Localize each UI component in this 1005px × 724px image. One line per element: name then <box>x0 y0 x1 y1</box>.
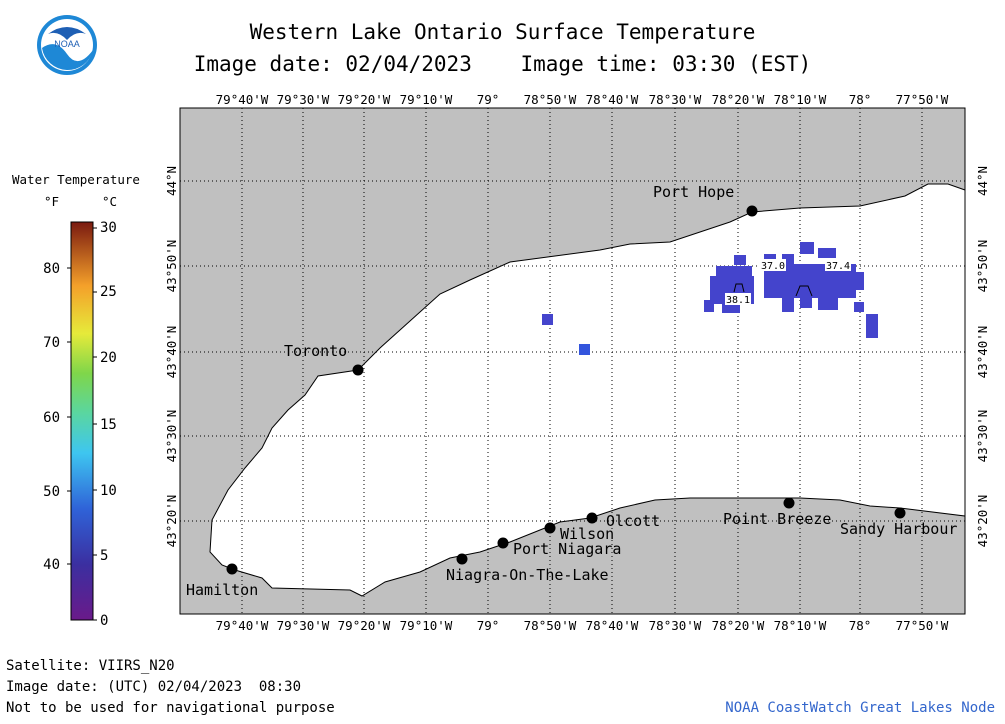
svg-text:78°40'W: 78°40'W <box>586 618 639 633</box>
temperature-contour <box>733 283 813 297</box>
c-tick: 5 <box>100 548 108 564</box>
svg-text:78°20'W: 78°20'W <box>712 92 765 107</box>
svg-text:79°: 79° <box>477 92 500 107</box>
svg-text:78°40'W: 78°40'W <box>586 92 639 107</box>
svg-text:78°10'W: 78°10'W <box>774 92 827 107</box>
city-hamilton: Hamilton <box>186 581 258 599</box>
footer-credit: NOAA CoastWatch Great Lakes Node <box>725 700 995 716</box>
image-time: Image time: 03:30 (EST) <box>520 52 812 76</box>
f-tick: 80 <box>43 261 60 277</box>
city-niagara-on-the-lake: Niagra-On-The-Lake <box>446 566 609 584</box>
lat-labels-right: 44°N 43°50'N 43°40'N 43°30'N 43°20'N <box>975 166 990 547</box>
svg-text:79°30'W: 79°30'W <box>277 92 330 107</box>
svg-text:79°20'W: 79°20'W <box>338 92 391 107</box>
city-point-breeze: Point Breeze <box>723 510 831 528</box>
svg-text:78°: 78° <box>849 92 872 107</box>
noaa-logo-icon: NOAA <box>37 15 97 75</box>
city-toronto: Toronto <box>284 342 347 360</box>
svg-text:79°10'W: 79°10'W <box>400 618 453 633</box>
image-date: Image date: 02/04/2023 <box>193 52 472 76</box>
svg-text:79°: 79° <box>477 618 500 633</box>
svg-text:77°50'W: 77°50'W <box>896 92 949 107</box>
legend-ticks <box>67 227 97 621</box>
lat-labels-left: 44°N 43°50'N 43°40'N 43°30'N 43°20'N <box>164 166 179 547</box>
svg-text:43°30'N: 43°30'N <box>975 410 990 463</box>
c-tick: 0 <box>100 613 108 629</box>
svg-text:79°40'W: 79°40'W <box>216 618 269 633</box>
city-wilson: Wilson <box>560 525 614 543</box>
svg-text:78°30'W: 78°30'W <box>649 92 702 107</box>
c-tick: 10 <box>100 483 117 499</box>
legend-title: Water Temperature <box>12 172 140 187</box>
svg-text:79°10'W: 79°10'W <box>400 92 453 107</box>
c-tick: 20 <box>100 350 117 366</box>
svg-text:78°: 78° <box>849 618 872 633</box>
svg-text:43°40'N: 43°40'N <box>975 326 990 379</box>
svg-text:43°40'N: 43°40'N <box>164 326 179 379</box>
temp-label: 38.1 <box>726 295 750 306</box>
footer-satellite: Satellite: VIIRS_N20 <box>6 658 175 674</box>
temp-label: 37.0 <box>761 261 785 272</box>
svg-text:43°20'N: 43°20'N <box>164 495 179 548</box>
legend-f-ticks: 80 70 60 50 40 <box>43 261 60 573</box>
map-frame <box>179 107 966 615</box>
graticule <box>180 108 965 614</box>
svg-text:77°50'W: 77°50'W <box>896 618 949 633</box>
lon-labels-bottom: 79°40'W 79°30'W 79°20'W 79°10'W 79° 78°5… <box>216 618 949 633</box>
svg-text:43°30'N: 43°30'N <box>164 410 179 463</box>
svg-text:43°50'N: 43°50'N <box>164 240 179 293</box>
f-tick: 70 <box>43 335 60 351</box>
city-sandy-harbour: Sandy Harbour <box>840 520 957 538</box>
footer-disclaimer: Not to be used for navigational purpose <box>6 700 335 716</box>
svg-text:79°40'W: 79°40'W <box>216 92 269 107</box>
f-tick: 40 <box>43 557 60 573</box>
logo-text: NOAA <box>54 39 80 49</box>
city-port-hope: Port Hope <box>653 183 734 201</box>
svg-text:44°N: 44°N <box>164 166 179 196</box>
footer-utc-date: Image date: (UTC) 02/04/2023 08:30 <box>6 679 302 695</box>
f-tick: 50 <box>43 484 60 500</box>
svg-text:78°10'W: 78°10'W <box>774 618 827 633</box>
legend-colorbar <box>70 221 94 621</box>
map-title: Western Lake Ontario Surface Temperature <box>249 20 756 44</box>
svg-text:78°20'W: 78°20'W <box>712 618 765 633</box>
legend-unit-f: °F <box>44 194 60 209</box>
svg-text:78°30'W: 78°30'W <box>649 618 702 633</box>
svg-text:79°20'W: 79°20'W <box>338 618 391 633</box>
temperature-labels: 37.0 37.4 38.1 <box>725 259 851 306</box>
svg-text:78°50'W: 78°50'W <box>524 92 577 107</box>
svg-text:43°50'N: 43°50'N <box>975 240 990 293</box>
c-tick: 25 <box>100 284 117 300</box>
c-tick: 15 <box>100 417 117 433</box>
image-date-time: Image date: 02/04/2023 Image time: 03:30… <box>0 52 1005 76</box>
c-tick: 30 <box>100 220 117 236</box>
f-tick: 60 <box>43 410 60 426</box>
svg-text:44°N: 44°N <box>975 166 990 196</box>
city-olcott: Olcott <box>606 512 660 530</box>
city-labels: Port Hope Toronto Hamilton Niagra-On-The… <box>186 183 957 599</box>
svg-text:78°50'W: 78°50'W <box>524 618 577 633</box>
city-port-niagara: Port Niagara <box>513 540 621 558</box>
legend-c-ticks: 30 25 20 15 10 5 0 <box>100 220 117 629</box>
legend-unit-c: °C <box>102 194 118 209</box>
city-markers <box>226 205 906 575</box>
temp-label: 37.4 <box>826 261 850 272</box>
svg-text:43°20'N: 43°20'N <box>975 495 990 548</box>
lon-labels-top: 79°40'W 79°30'W 79°20'W 79°10'W 79° 78°5… <box>216 92 949 107</box>
svg-text:79°30'W: 79°30'W <box>277 618 330 633</box>
